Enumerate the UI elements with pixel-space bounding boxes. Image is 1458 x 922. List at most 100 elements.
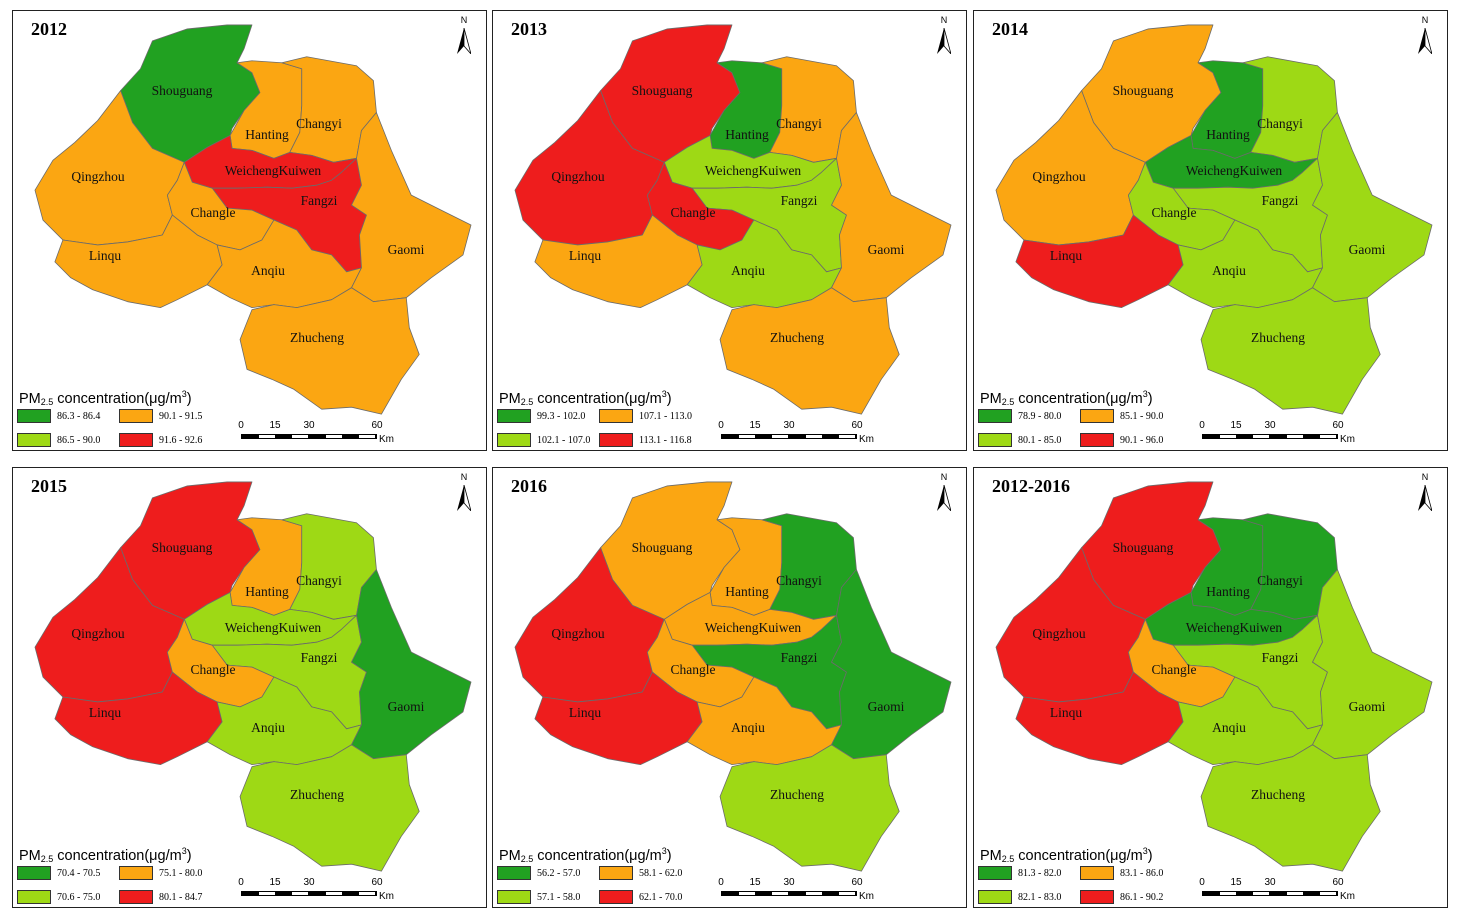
region-gaomi [831,569,952,760]
county-label-zhucheng: Zhucheng [770,787,824,802]
county-label-changyi: Changyi [296,573,342,588]
map-panel-2014: Shouguang Hanting Changyi Qingzhou WeichengK… [973,10,1448,451]
scale-tick: 30 [783,877,795,888]
legend-item: 113.1 - 116.8 [599,433,692,447]
county-label-anqiu: Anqiu [731,263,765,278]
county-label-zhucheng: Zhucheng [290,330,344,345]
legend-range: 99.3 - 102.0 [537,410,586,422]
legend-range: 78.9 - 80.0 [1018,410,1062,422]
scale-tick: 60 [371,877,383,888]
scale-tick: 0 [238,420,244,431]
county-label-linqu: Linqu [1049,248,1083,263]
legend-item: 57.1 - 58.0 [497,890,580,904]
county-label-anqiu: Anqiu [251,720,285,735]
scale-tick: 0 [718,877,724,888]
county-label-fangzi: Fangzi [300,193,338,208]
north-arrow-icon: N [932,472,956,512]
scale-tick: 15 [269,420,281,431]
county-label-zhucheng: Zhucheng [1251,787,1305,802]
scale-tick: 15 [1230,877,1242,888]
scale-tick: 30 [303,877,315,888]
county-label-gaomi: Gaomi [387,699,425,714]
panel-title: 2012-2016 [992,476,1070,496]
county-label-shouguang: Shouguang [1112,540,1174,555]
legend-swatch [1080,866,1114,880]
county-label-changyi: Changyi [1257,573,1303,588]
scale-bar: 0 15 30 60 Km [718,420,881,450]
legend-swatch [119,409,153,423]
legend-swatch [497,433,531,447]
county-label-qingzhou: Qingzhou [551,626,605,641]
county-label-fangzi: Fangzi [1261,650,1299,665]
county-label-gaomi: Gaomi [867,699,905,714]
region-gaomi [351,569,472,760]
panel-title: 2015 [31,476,67,496]
county-label-fangzi: Fangzi [780,650,818,665]
county-label-fangzi: Fangzi [300,650,338,665]
legend-title: PM2.5 concentration(μg/m3) [19,846,192,864]
legend-title: PM2.5 concentration(μg/m3) [980,846,1153,864]
county-label-zhucheng: Zhucheng [1251,330,1305,345]
county-label-hanting: Hanting [245,127,289,142]
county-map [34,24,472,415]
county-label-linqu: Linqu [568,705,602,720]
county-label-fangzi: Fangzi [1261,193,1299,208]
county-label-changle: Changle [1151,205,1197,220]
legend-range: 107.1 - 113.0 [639,410,692,422]
county-label-changyi: Changyi [776,573,822,588]
legend-swatch [978,866,1012,880]
legend-range: 83.1 - 86.0 [1120,867,1164,879]
region-gaomi [831,112,952,303]
legend-swatch [17,866,51,880]
scale-tick: 15 [269,877,281,888]
county-map [995,481,1433,872]
region-zhucheng [1200,744,1381,872]
legend-item: 70.4 - 70.5 [17,866,100,880]
county-label-hanting: Hanting [1206,584,1250,599]
scale-tick: 0 [1199,877,1205,888]
scale-unit: Km [859,434,874,445]
north-arrow-icon: N [932,15,956,55]
legend-range: 102.1 - 107.0 [537,434,591,446]
scale-tick: 60 [851,877,863,888]
legend-range: 56.2 - 57.0 [537,867,581,879]
county-label-changyi: Changyi [1257,116,1303,131]
county-label-hanting: Hanting [1206,127,1250,142]
legend-range: 80.1 - 85.0 [1018,434,1062,446]
county-label-linqu: Linqu [1049,705,1083,720]
legend-range: 86.5 - 90.0 [57,434,101,446]
legend-swatch [119,890,153,904]
legend-swatch [1080,890,1114,904]
legend-item: 75.1 - 80.0 [119,866,202,880]
region-gaomi [1312,569,1433,760]
scale-unit: Km [859,891,874,902]
legend-range: 113.1 - 116.8 [639,434,692,446]
region-zhucheng [239,744,420,872]
legend-range: 82.1 - 83.0 [1018,891,1062,903]
county-label-shouguang: Shouguang [151,83,213,98]
county-label-gaomi: Gaomi [387,242,425,257]
county-label-linqu: Linqu [88,705,122,720]
legend-swatch [599,433,633,447]
legend-item: 82.1 - 83.0 [978,890,1061,904]
legend-item: 90.1 - 91.5 [119,409,202,423]
county-label-gaomi: Gaomi [867,242,905,257]
legend-item: 83.1 - 86.0 [1080,866,1163,880]
county-label-anqiu: Anqiu [1212,720,1246,735]
legend-item: 99.3 - 102.0 [497,409,585,423]
county-map [34,481,472,872]
scale-bar: 0 15 30 60 Km [238,420,401,450]
county-label-weichengkuiwen: WeichengKuiwen [224,620,322,635]
county-label-shouguang: Shouguang [1112,83,1174,98]
county-label-changyi: Changyi [296,116,342,131]
county-label-hanting: Hanting [725,584,769,599]
panel-title: 2012 [31,19,67,39]
legend-swatch [119,433,153,447]
legend-swatch [978,433,1012,447]
legend-swatch [599,890,633,904]
scale-unit: Km [379,891,394,902]
scale-tick: 60 [1332,877,1344,888]
county-map [514,481,952,872]
legend-item: 86.3 - 86.4 [17,409,100,423]
legend-item: 85.1 - 90.0 [1080,409,1163,423]
